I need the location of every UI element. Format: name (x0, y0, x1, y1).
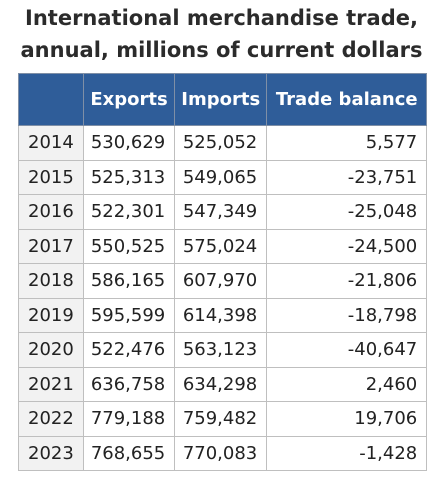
imports-cell: 547,349 (174, 194, 268, 230)
year-cell: 2018 (18, 263, 84, 299)
table-row: 2015 525,313 549,065 -23,751 (18, 159, 428, 195)
trade-balance-cell: -24,500 (266, 228, 428, 264)
exports-cell: 525,313 (82, 159, 176, 195)
imports-cell: 575,024 (174, 228, 268, 264)
header-trade-balance: Trade balance (266, 73, 428, 126)
imports-cell: 549,065 (174, 159, 268, 195)
table-row: 2017 550,525 575,024 -24,500 (18, 228, 428, 264)
exports-cell: 768,655 (82, 435, 176, 471)
year-cell: 2021 (18, 366, 84, 402)
table-row: 2014 530,629 525,052 5,577 (18, 125, 428, 161)
imports-cell: 770,083 (174, 435, 268, 471)
table-row: 2016 522,301 547,349 -25,048 (18, 194, 428, 230)
table-row: 2023 768,655 770,083 -1,428 (18, 435, 428, 471)
table-row: 2021 636,758 634,298 2,460 (18, 366, 428, 402)
year-cell: 2019 (18, 297, 84, 333)
header-corner-cell (18, 73, 84, 126)
exports-cell: 779,188 (82, 401, 176, 437)
year-cell: 2014 (18, 125, 84, 161)
year-cell: 2016 (18, 194, 84, 230)
trade-balance-cell: -21,806 (266, 263, 428, 299)
exports-cell: 550,525 (82, 228, 176, 264)
trade-balance-cell: -1,428 (266, 435, 428, 471)
imports-cell: 759,482 (174, 401, 268, 437)
trade-table: Exports Imports Trade balance 2014 530,6… (18, 73, 428, 471)
trade-balance-cell: -18,798 (266, 297, 428, 333)
exports-cell: 636,758 (82, 366, 176, 402)
imports-cell: 634,298 (174, 366, 268, 402)
header-imports: Imports (174, 73, 268, 126)
trade-balance-cell: 5,577 (266, 125, 428, 161)
header-exports: Exports (82, 73, 176, 126)
exports-cell: 586,165 (82, 263, 176, 299)
imports-cell: 525,052 (174, 125, 268, 161)
title-line-2: annual, millions of current dollars (20, 38, 423, 62)
trade-balance-cell: -23,751 (266, 159, 428, 195)
year-cell: 2015 (18, 159, 84, 195)
imports-cell: 563,123 (174, 332, 268, 368)
imports-cell: 607,970 (174, 263, 268, 299)
exports-cell: 595,599 (82, 297, 176, 333)
year-cell: 2023 (18, 435, 84, 471)
trade-balance-cell: 2,460 (266, 366, 428, 402)
title-line-1: International merchandise trade, (25, 6, 418, 30)
table-row: 2019 595,599 614,398 -18,798 (18, 297, 428, 333)
table-row: 2018 586,165 607,970 -21,806 (18, 263, 428, 299)
table-title: International merchandise trade, annual,… (0, 2, 443, 66)
year-cell: 2020 (18, 332, 84, 368)
exports-cell: 522,476 (82, 332, 176, 368)
table-row: 2022 779,188 759,482 19,706 (18, 401, 428, 437)
year-cell: 2017 (18, 228, 84, 264)
header-row: Exports Imports Trade balance (18, 73, 428, 126)
year-cell: 2022 (18, 401, 84, 437)
trade-balance-cell: -25,048 (266, 194, 428, 230)
trade-balance-cell: -40,647 (266, 332, 428, 368)
exports-cell: 530,629 (82, 125, 176, 161)
imports-cell: 614,398 (174, 297, 268, 333)
exports-cell: 522,301 (82, 194, 176, 230)
table-row: 2020 522,476 563,123 -40,647 (18, 332, 428, 368)
trade-balance-cell: 19,706 (266, 401, 428, 437)
